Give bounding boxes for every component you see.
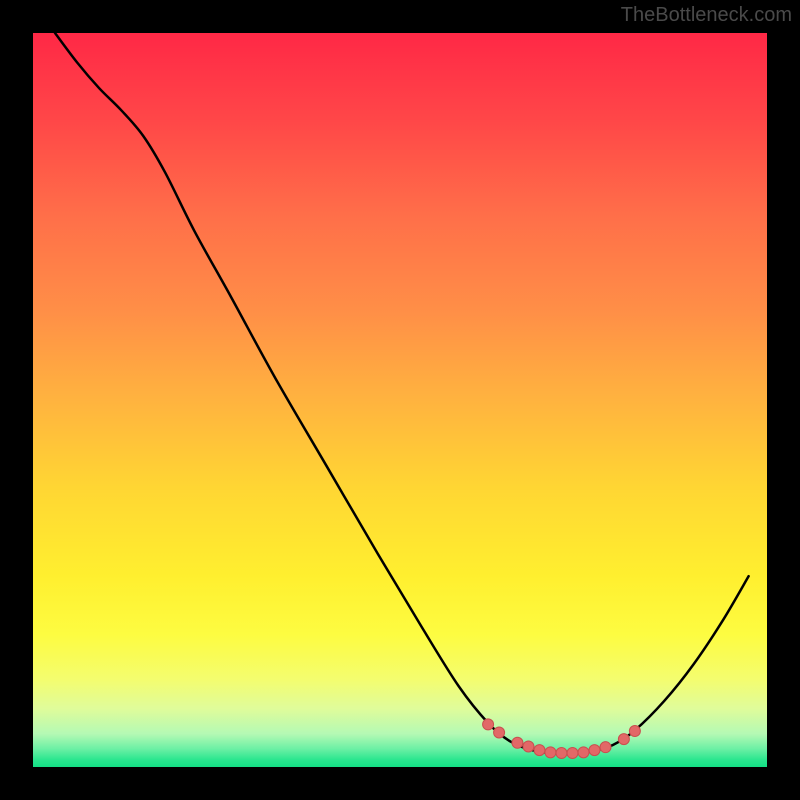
watermark-text: TheBottleneck.com [621,4,792,27]
marker-point [578,747,589,758]
marker-point [494,727,505,738]
marker-point [534,745,545,756]
marker-point [618,734,629,745]
marker-point [600,742,611,753]
bottleneck-chart [0,0,800,800]
marker-point [629,726,640,737]
marker-point [523,741,534,752]
marker-point [567,748,578,759]
marker-point [483,719,494,730]
marker-point [556,748,567,759]
chart-container: TheBottleneck.com [0,0,800,800]
marker-point [589,745,600,756]
marker-point [545,747,556,758]
marker-point [512,737,523,748]
